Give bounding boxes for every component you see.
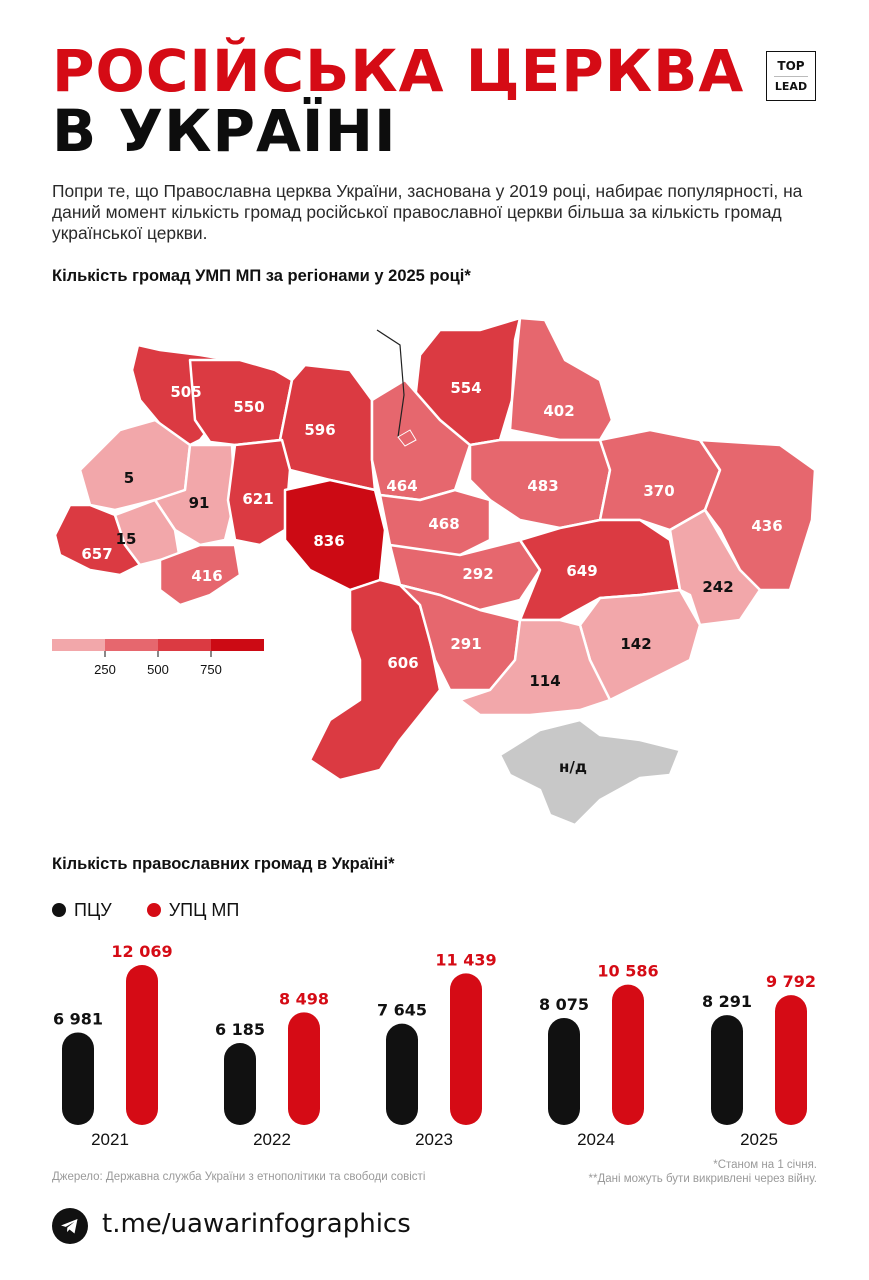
bar-chart-title: Кількість православних громад в Україні* <box>52 855 395 873</box>
telegram-link[interactable]: t.me/uawarinfographics <box>102 1209 411 1239</box>
bar-value-label: 9 792 <box>766 972 816 991</box>
bar-pcu-2021 <box>62 1032 94 1125</box>
region-label: 402 <box>543 402 574 420</box>
bar-chart: 6 981 12 069 2021 6 185 8 498 2022 7 645 11 439… <box>53 942 816 1149</box>
region-sumy <box>508 316 614 442</box>
bar-pcu-2023 <box>386 1023 418 1125</box>
year-label: 2021 <box>91 1130 129 1149</box>
bar-value-label: 12 069 <box>111 942 172 961</box>
region-label: 292 <box>462 565 493 583</box>
legend-item-upc-mp: УПЦ МП <box>146 900 240 921</box>
region-label: 550 <box>233 398 264 416</box>
year-label: 2022 <box>253 1130 291 1149</box>
legend-label-pcu: ПЦУ <box>74 900 112 920</box>
bar-upc-mp-2024 <box>612 984 644 1125</box>
footnote-1: *Станом на 1 січня. <box>713 1159 817 1171</box>
page-title-line-2: В УКРАЇНІ <box>52 97 397 165</box>
region-label: 554 <box>450 379 481 397</box>
bar-upc-mp-2021 <box>126 965 158 1125</box>
region-label: 606 <box>387 654 418 672</box>
year-label: 2024 <box>577 1130 615 1149</box>
logo-text-lead: LEAD <box>774 80 808 93</box>
legend-item-pcu: ПЦУ <box>52 900 112 921</box>
region-label: 370 <box>643 482 674 500</box>
legend-dot-red <box>146 903 161 917</box>
region-donetsk <box>668 508 762 627</box>
legend-label-upc-mp: УПЦ МП <box>168 900 240 920</box>
legend-tick-label: 750 <box>200 662 222 677</box>
bar-value-label: 11 439 <box>435 950 496 969</box>
legend-dot-black <box>52 903 66 917</box>
map-title: Кількість громад УМП МП за регіонами у 2… <box>52 267 471 285</box>
region-label: 15 <box>116 530 137 548</box>
region-chernivtsi <box>158 543 242 607</box>
telegram-icon <box>52 1208 88 1244</box>
logo-text-top: TOP <box>777 59 805 73</box>
bar-pcu-2025 <box>711 1015 743 1125</box>
region-label: 649 <box>566 562 597 580</box>
bar-value-label: 6 185 <box>215 1020 265 1039</box>
source-note: Джерело: Державна служба України з етноп… <box>52 1171 426 1183</box>
leader-line-kyiv <box>376 329 405 438</box>
bar-value-label: 8 075 <box>539 995 589 1014</box>
legend-tick-label: 500 <box>147 662 169 677</box>
bar-chart-legend: ПЦУ УПЦ МП <box>52 900 269 921</box>
bar-value-label: 8 291 <box>702 992 752 1011</box>
region-label: 313 <box>331 312 377 337</box>
region-label: 483 <box>527 477 558 495</box>
region-label: 416 <box>191 567 222 585</box>
region-label: 468 <box>428 515 459 533</box>
bar-upc-mp-2025 <box>775 995 807 1125</box>
bar-value-label: 8 498 <box>279 989 329 1008</box>
bar-upc-mp-2022 <box>288 1012 320 1125</box>
bar-upc-mp-2023 <box>450 973 482 1125</box>
region-label: 621 <box>242 490 273 508</box>
region-crimea <box>498 718 682 827</box>
region-label: 142 <box>620 635 651 653</box>
region-label: 596 <box>304 421 335 439</box>
bar-value-label: 10 586 <box>597 962 658 981</box>
page-title-line-1: РОСІЙСЬКА ЦЕРКВА <box>52 37 745 105</box>
legend-tick-label: 250 <box>94 662 116 677</box>
region-kherson <box>458 618 612 717</box>
region-kyiv-city <box>397 429 417 447</box>
region-label: 291 <box>450 635 481 653</box>
year-label: 2023 <box>415 1130 453 1149</box>
ukraine-choropleth-map: 505 550 596 554 402 5 91 621 313 464 483… <box>52 312 815 827</box>
region-label: 242 <box>702 578 733 596</box>
region-label: 114 <box>529 672 560 690</box>
region-khmelnytskyi <box>226 438 292 547</box>
region-label: 464 <box>386 477 417 495</box>
region-label: 505 <box>170 383 201 401</box>
region-label: 91 <box>189 494 210 512</box>
bar-value-label: 7 645 <box>377 1001 427 1020</box>
logo-divider <box>774 76 808 77</box>
map-color-legend: 250 500 750 <box>52 639 264 677</box>
region-label: 436 <box>751 517 782 535</box>
bar-pcu-2024 <box>548 1017 580 1125</box>
bar-value-label: 6 981 <box>53 1009 103 1028</box>
region-label: н/д <box>559 758 587 776</box>
region-label: 5 <box>124 469 134 487</box>
region-label: 657 <box>81 545 112 563</box>
top-lead-logo: TOP LEAD <box>766 51 816 101</box>
year-label: 2025 <box>740 1130 778 1149</box>
intro-paragraph: Попри те, що Православна церква України,… <box>52 181 803 243</box>
bar-pcu-2022 <box>224 1043 256 1125</box>
region-label: 836 <box>313 532 344 550</box>
footnote-2: **Дані можуть бути викривлені через війн… <box>588 1173 817 1185</box>
